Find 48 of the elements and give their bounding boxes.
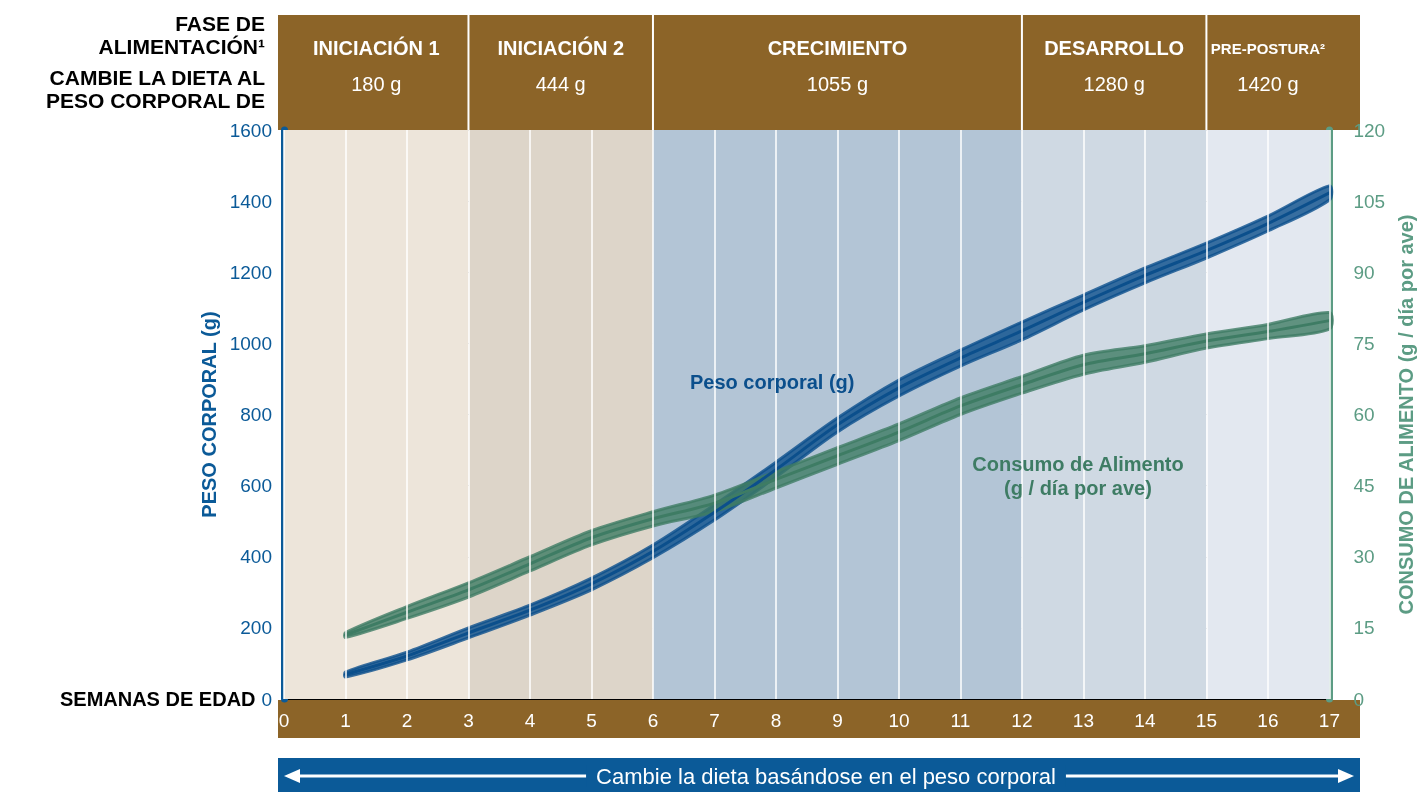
y2-tick-label: 120	[1353, 119, 1386, 141]
band-label: INICIACIÓN 1 180 g	[312, 36, 440, 95]
y-tick-label: 1400	[229, 190, 272, 212]
x-tick-label: 1	[340, 710, 351, 731]
y2-tick-label: 15	[1353, 617, 1375, 639]
x-tick-label: 3	[463, 710, 474, 731]
x-tick-label: 14	[1134, 710, 1156, 731]
y2-tick-label: 90	[1353, 261, 1375, 283]
x-tick-label: 9	[832, 710, 843, 731]
text: Consumo de Alimento (g / día por ave)	[972, 453, 1184, 499]
y2-tick-label: 60	[1353, 404, 1375, 425]
x-tick-label: 4	[524, 710, 536, 731]
y-tick-label: 1000	[229, 332, 272, 354]
text: CAMBIE LA DIETA AL PESO CORPORAL DE	[46, 66, 266, 112]
y2-tick-label: 105	[1353, 190, 1386, 212]
x-tick-label: 10	[888, 710, 910, 731]
y2-tick-label: 75	[1353, 332, 1375, 354]
text: Cambie la dieta basándose en el peso corporal	[596, 763, 1056, 789]
y-tick-label: 1600	[229, 119, 272, 141]
x-tick-label: 5	[586, 710, 597, 731]
band-label: DESARROLLO 1280 g	[1044, 37, 1185, 95]
x-tick-label: 2	[401, 710, 413, 731]
band-label: PRE-POSTURA² 1420 g	[1210, 39, 1325, 95]
y-tick-label: 800	[240, 404, 272, 425]
x-tick-label: 12	[1011, 710, 1033, 731]
series-label: Peso corporal (g)	[690, 371, 855, 393]
y-tick-label: 600	[240, 475, 272, 497]
band-label: CRECIMIENTO 1055 g	[767, 37, 908, 95]
y-tick-label: 200	[240, 617, 272, 639]
x-axis-title: SEMANAS DE EDAD	[59, 688, 256, 710]
y2-tick-label: 45	[1353, 475, 1375, 497]
y2-axis-title: CONSUMO DE ALIMENTO (g / día por ave)	[1395, 214, 1417, 615]
x-tick-label: 13	[1072, 710, 1094, 731]
x-tick-label: 0	[278, 710, 290, 731]
y2-tick-label: 30	[1353, 546, 1375, 568]
x-tick-label: 7	[709, 710, 720, 731]
x-tick-label: 11	[950, 710, 971, 731]
x-tick-label: 15	[1195, 710, 1217, 731]
y-axis-title: PESO CORPORAL (g)	[197, 311, 220, 518]
x-tick-label: 16	[1257, 710, 1279, 731]
y-tick-label: 1200	[229, 261, 272, 283]
x-tick-label: 17	[1318, 710, 1340, 731]
band-label: INICIACIÓN 2 444 g	[497, 36, 625, 95]
y-tick-label: 0	[261, 688, 272, 710]
y-tick-label: 400	[240, 546, 272, 568]
x-tick-label: 6	[647, 710, 659, 731]
x-tick-label: 8	[770, 710, 782, 731]
text: FASE DE ALIMENTACIÓN¹	[98, 12, 266, 58]
